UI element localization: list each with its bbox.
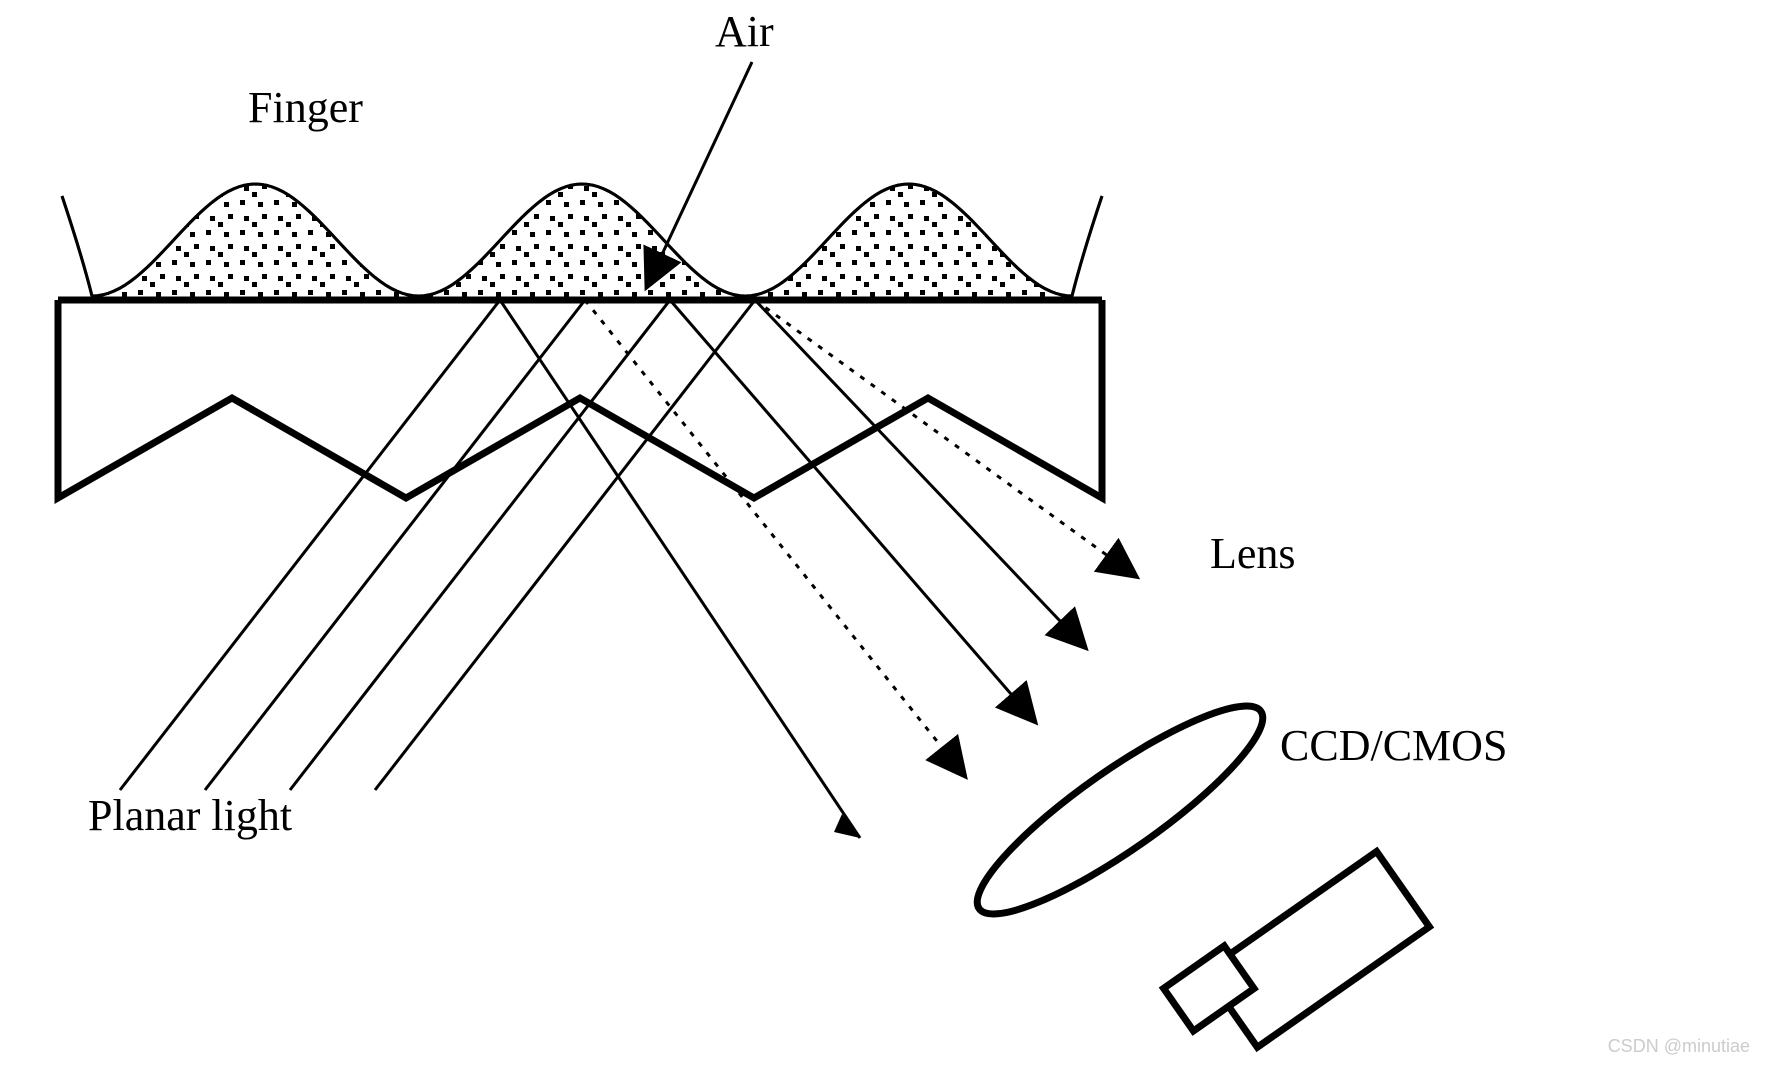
incident-ray [375, 300, 755, 790]
prism-zigzag-bottom [58, 398, 1102, 498]
incident-ray [205, 300, 585, 790]
label-planar-light: Planar light [88, 790, 292, 841]
label-ccd-cmos: CCD/CMOS [1280, 720, 1507, 771]
reflected-ray-dotted [585, 300, 960, 770]
air-pointer-arrow [650, 62, 752, 280]
ccd-camera-icon [1164, 843, 1430, 1065]
lens-shape [956, 679, 1284, 942]
label-finger: Finger [248, 82, 363, 133]
incident-ray [290, 300, 670, 790]
watermark: CSDN @minutiae [1608, 1036, 1750, 1057]
reflected-ray-solid [500, 300, 860, 838]
label-air: Air [715, 6, 774, 57]
label-lens: Lens [1210, 528, 1296, 579]
finger-air-gap-fill [92, 184, 1072, 300]
reflected-ray-solid [670, 300, 1030, 716]
reflected-ray-dotted [755, 300, 1130, 572]
incident-ray [120, 300, 500, 790]
